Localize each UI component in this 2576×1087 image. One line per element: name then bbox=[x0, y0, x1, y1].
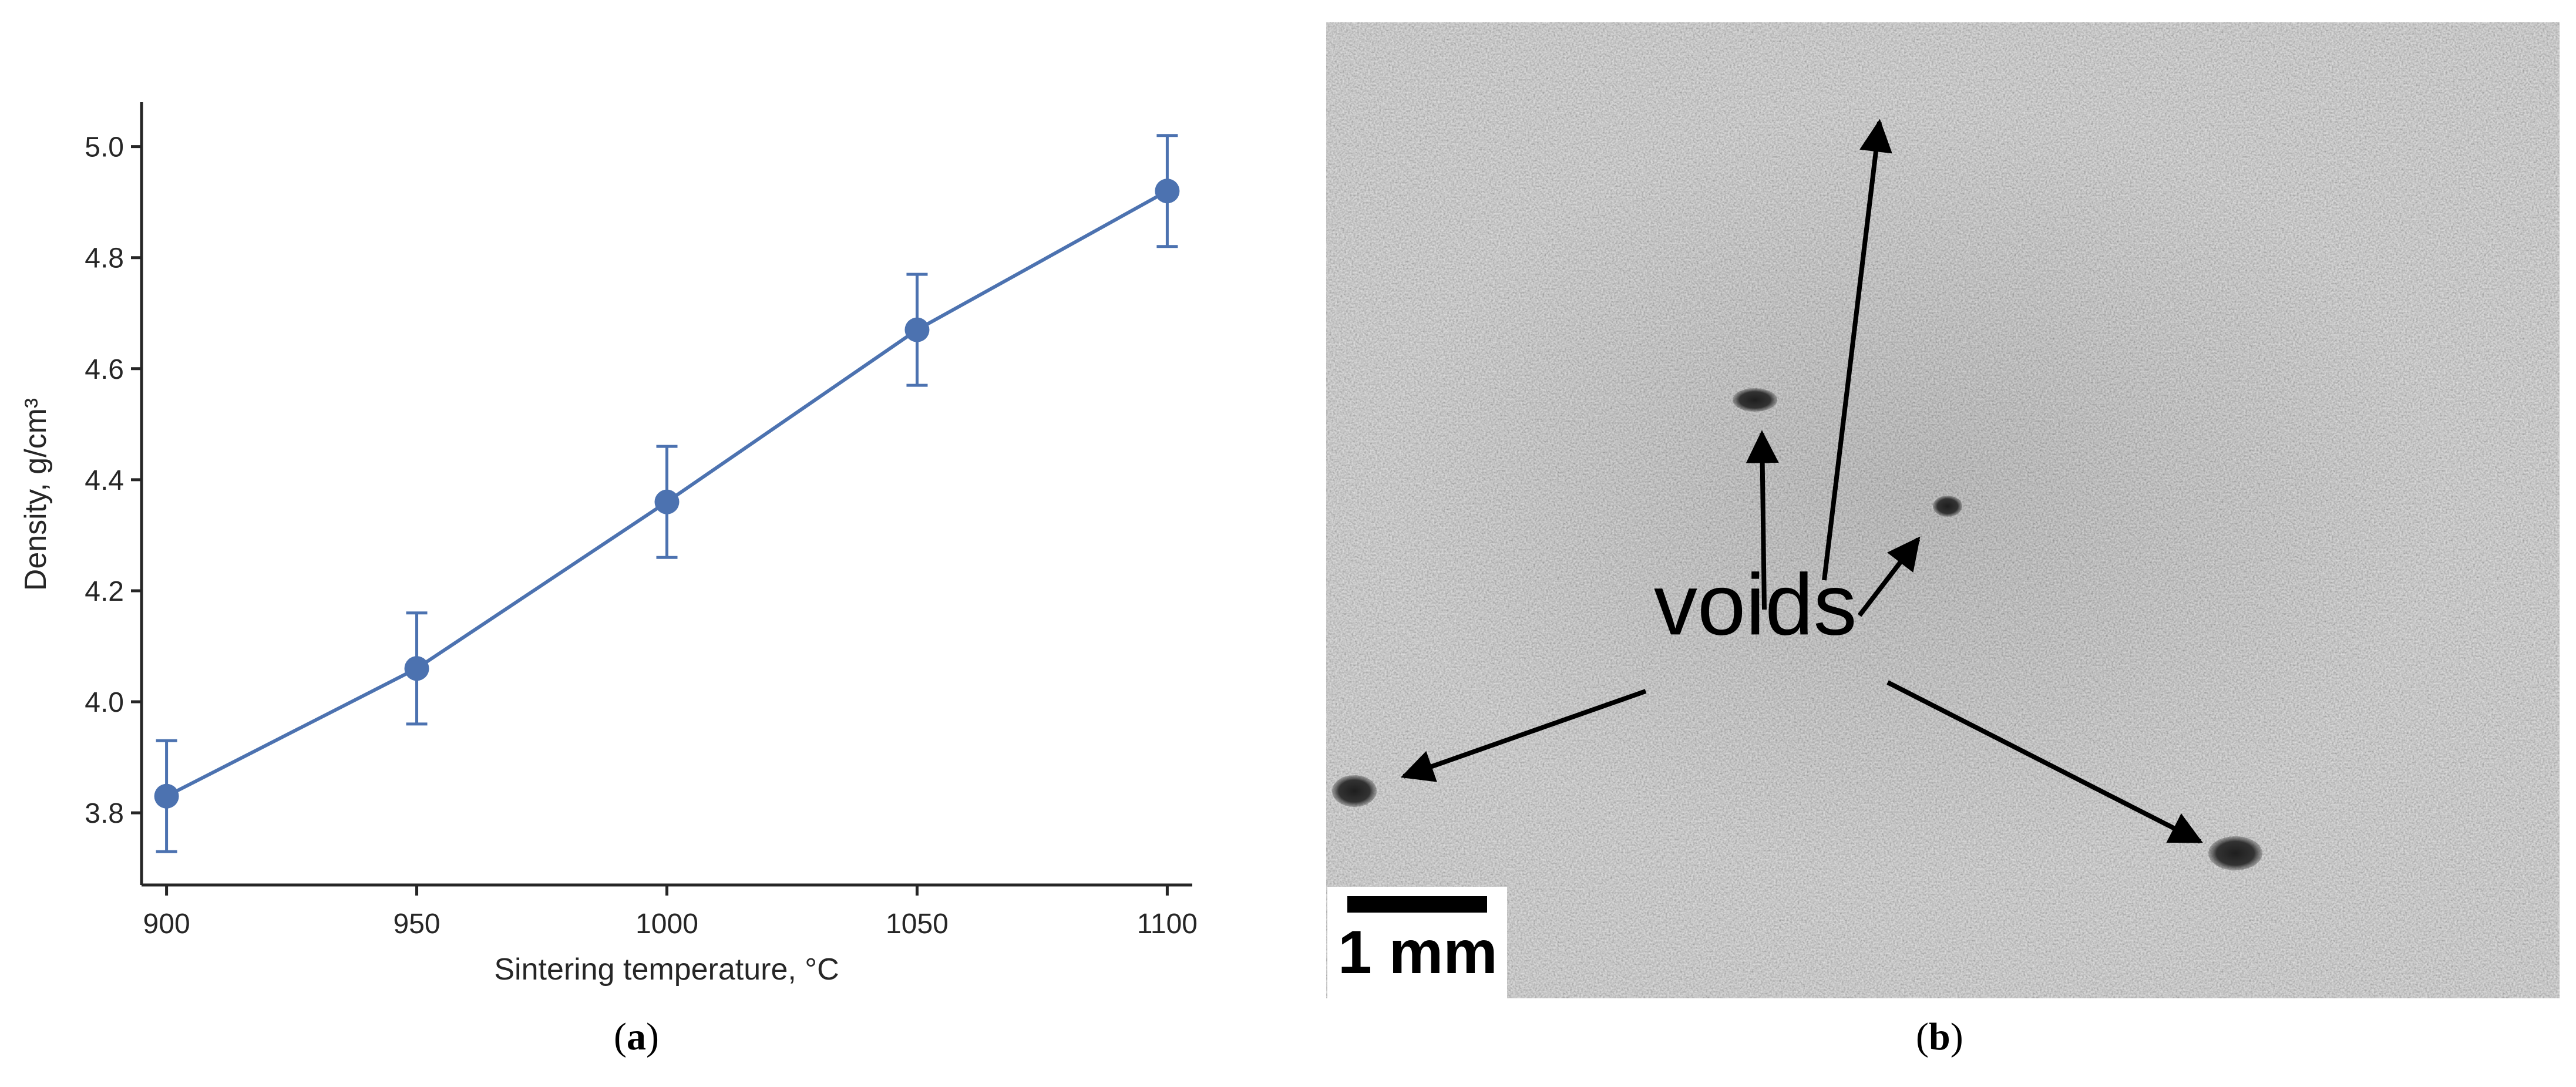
void-3 bbox=[1332, 775, 1377, 807]
scale-bar bbox=[1347, 896, 1487, 913]
void-2 bbox=[1933, 496, 1962, 517]
density-chart: 900 950 1000 1050 1100 3.8 4.0 4.2 4.4 4.6 4.8 5.0… bbox=[0, 0, 1245, 1087]
panel-b-letter: b bbox=[1928, 1015, 1951, 1058]
micrograph-image: voids 1 mm bbox=[1326, 22, 2560, 998]
data-point bbox=[654, 489, 680, 514]
chart-svg: 900 950 1000 1050 1100 3.8 4.0 4.2 4.4 4.6 4.8 5.0… bbox=[19, 102, 1198, 987]
x-tick-label: 900 bbox=[143, 908, 190, 940]
data-point bbox=[154, 783, 179, 809]
y-axis-label: Density, g/cm³ bbox=[19, 398, 53, 591]
x-tick-label: 1100 bbox=[1137, 908, 1198, 940]
arrow-to-void-4 bbox=[1886, 680, 2203, 844]
y-tick-label: 4.0 bbox=[85, 687, 124, 718]
data-point bbox=[404, 656, 429, 681]
void-4 bbox=[2208, 836, 2262, 870]
panel-b-label: (b) bbox=[1916, 1015, 1963, 1058]
arrow-to-void-3 bbox=[1400, 689, 1647, 782]
data-point bbox=[904, 317, 930, 342]
arrow-to-void-1 bbox=[1746, 430, 1779, 610]
micrograph-svg bbox=[1326, 22, 2560, 998]
arrow-to-upper-void bbox=[1822, 119, 1892, 581]
x-axis-label: Sintering temperature, °C bbox=[494, 953, 839, 987]
y-tick-label: 3.8 bbox=[85, 798, 124, 829]
y-tick-label: 4.8 bbox=[85, 243, 124, 274]
x-tick-label: 950 bbox=[394, 908, 440, 940]
voids-annotation: voids bbox=[1654, 556, 1857, 654]
y-tick-label: 5.0 bbox=[85, 132, 124, 163]
data-point bbox=[1155, 179, 1180, 204]
y-tick-label: 4.2 bbox=[85, 576, 124, 607]
panel-a-letter: a bbox=[626, 1015, 646, 1058]
x-tick-label: 1000 bbox=[635, 908, 698, 940]
arrow-to-void-2 bbox=[1857, 536, 1921, 617]
y-tick-label: 4.6 bbox=[85, 354, 124, 385]
scale-bar-label: 1 mm bbox=[1338, 918, 1498, 987]
x-tick-label: 1050 bbox=[886, 908, 949, 940]
scale-bar-box: 1 mm bbox=[1327, 887, 1507, 998]
y-tick-label: 4.4 bbox=[85, 465, 124, 496]
panel-a-label: (a) bbox=[614, 1015, 659, 1058]
void-1 bbox=[1733, 388, 1777, 412]
